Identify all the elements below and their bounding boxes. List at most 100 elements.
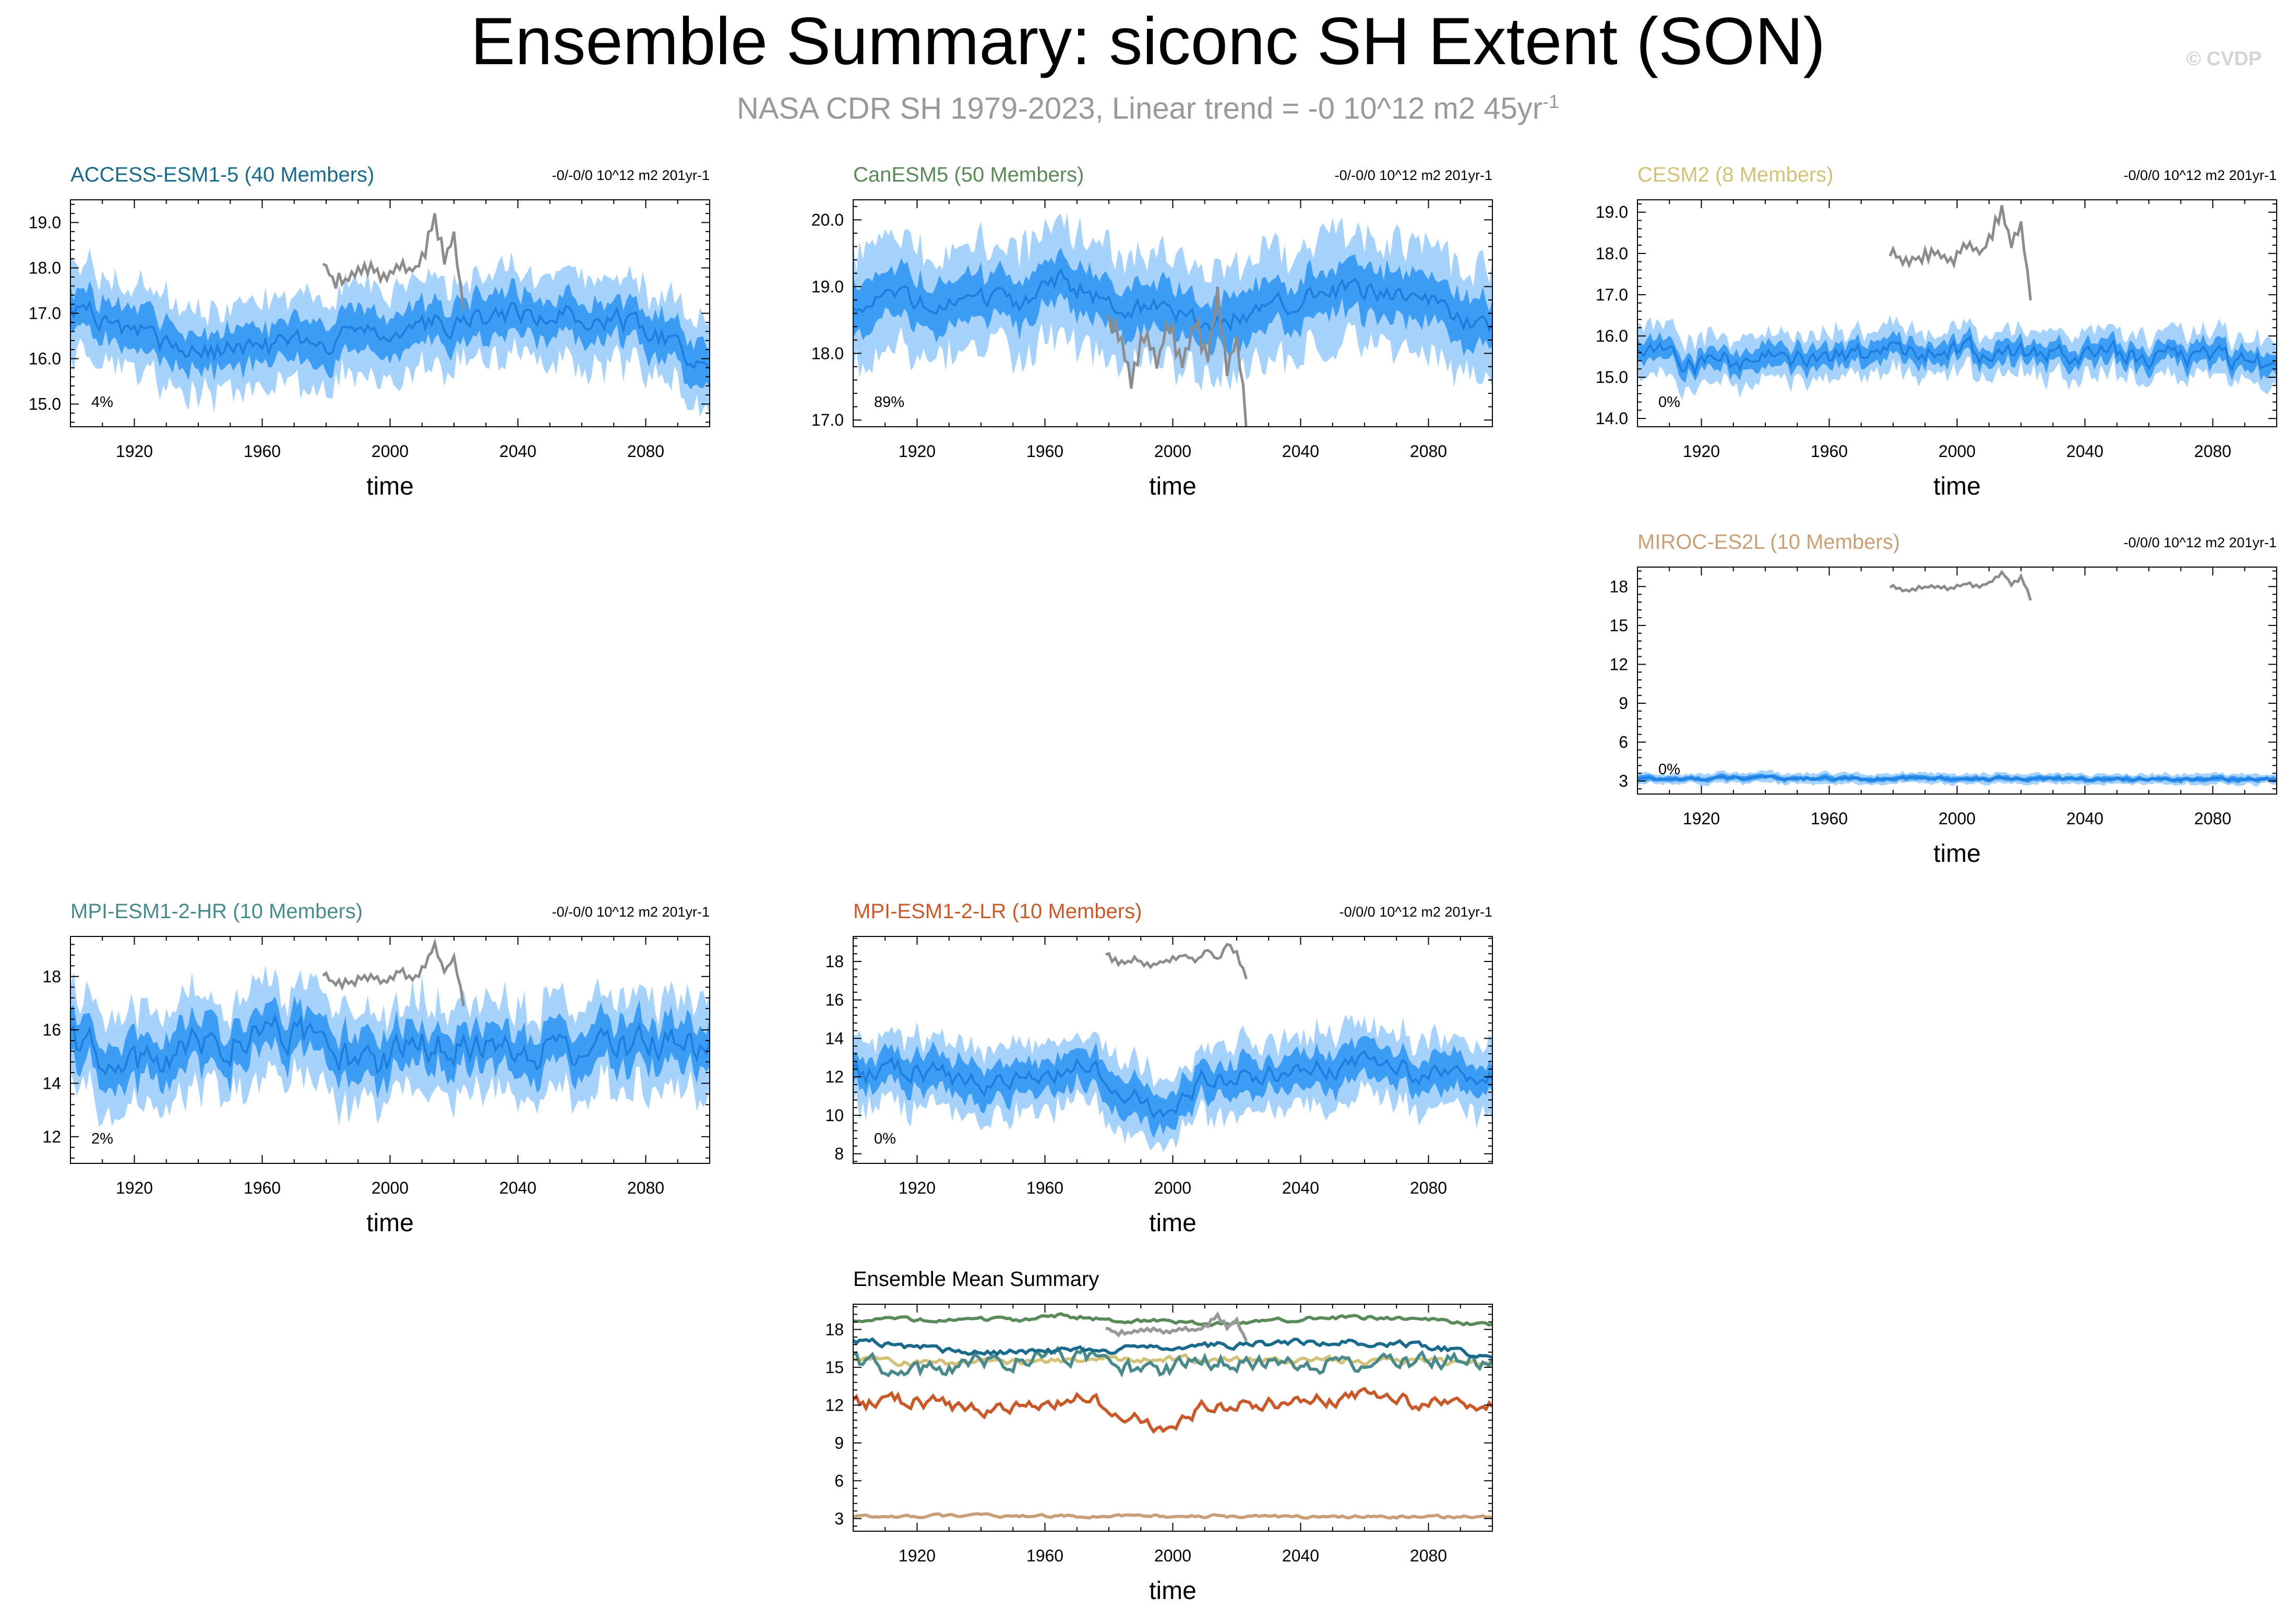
x-tick-label: 2000 <box>372 442 409 461</box>
y-tick-label: 18.0 <box>29 259 61 278</box>
panel-title: Ensemble Mean Summary <box>853 1268 1099 1291</box>
ensemble-iqr-band <box>1637 326 2277 383</box>
panel-miroc: 1920 1960 2000 2040 2080 3 6 9 12 15 18 time MIROC-E… <box>1609 531 2277 868</box>
x-tick-label: 2040 <box>499 442 536 461</box>
x-tick-label: 2000 <box>1939 442 1976 461</box>
percent-label: 89% <box>874 394 904 411</box>
y-tick-label: 15 <box>825 1358 844 1377</box>
observations-line <box>1105 943 1248 980</box>
y-tick-label: 9 <box>1619 694 1628 713</box>
y-tick-label: 9 <box>834 1434 844 1452</box>
ensemble-mean-line <box>70 299 710 370</box>
x-tick-label: 1960 <box>1026 442 1063 461</box>
panel-mpilr: 1920 1960 2000 2040 2080 8 10 12 14 16 18 time MPI-E… <box>825 900 1493 1237</box>
ensemble-mean-line <box>1637 335 2277 377</box>
y-tick-label: 12 <box>825 1396 844 1414</box>
ensemble-iqr-band <box>853 247 1492 359</box>
trend-label: -0/0/0 10^12 m2 201yr-1 <box>2124 167 2277 183</box>
x-tick-label: 1960 <box>244 1179 281 1197</box>
ensemble-iqr-band <box>70 278 710 390</box>
y-tick-label: 8 <box>834 1145 844 1163</box>
y-tick-label: 15.0 <box>1596 368 1628 387</box>
trend-label: -0/0/0 10^12 m2 201yr-1 <box>1340 904 1492 920</box>
y-tick-label: 6 <box>1619 733 1628 752</box>
y-tick-label: 12 <box>825 1067 844 1086</box>
x-axis-title: time <box>366 473 414 500</box>
summary-line-observations <box>1105 1311 1248 1342</box>
panel-summary: 1920 1960 2000 2040 2080 3 6 9 12 15 18 time Ensembl… <box>825 1268 1493 1605</box>
observations-line <box>322 213 465 310</box>
panel-title: MIROC-ES2L (10 Members) <box>1637 531 1900 554</box>
x-tick-label: 2080 <box>2194 442 2231 461</box>
y-tick-label: 18 <box>825 1320 844 1339</box>
x-tick-label: 2080 <box>627 442 664 461</box>
summary-line-mpilr <box>853 1387 1492 1434</box>
x-tick-label: 1920 <box>1683 809 1720 828</box>
y-tick-label: 16.0 <box>29 350 61 368</box>
x-tick-label: 2040 <box>2066 809 2103 828</box>
figure-title: Ensemble Summary: siconc SH Extent (SON) <box>470 4 1826 79</box>
y-tick-label: 18 <box>42 967 61 986</box>
x-tick-label: 1960 <box>1026 1546 1063 1565</box>
x-tick-label: 1920 <box>116 1179 153 1197</box>
trend-label: -0/-0/0 10^12 m2 201yr-1 <box>552 904 710 920</box>
x-tick-label: 1920 <box>899 442 936 461</box>
x-axis-title: time <box>366 1209 414 1237</box>
y-tick-label: 12 <box>1609 655 1628 674</box>
observations-line <box>1889 570 2032 601</box>
panel-canesm: 1920 1960 2000 2040 2080 17.0 18.0 19.0 20.0 time… <box>811 163 1493 500</box>
y-tick-label: 19.0 <box>29 213 61 232</box>
x-axis-title: time <box>1149 1577 1197 1605</box>
y-tick-label: 16.0 <box>1596 327 1628 345</box>
subtitle-text: NASA CDR SH 1979-2023, Linear trend = -0… <box>736 91 1543 126</box>
x-tick-label: 2040 <box>1282 1546 1319 1565</box>
watermark: © CVDP <box>2186 48 2262 70</box>
x-tick-label: 1920 <box>899 1179 936 1197</box>
x-axis-title: time <box>1149 473 1197 500</box>
subtitle-superscript: -1 <box>1542 91 1560 112</box>
y-tick-label: 18.0 <box>811 344 844 363</box>
y-tick-label: 16 <box>42 1020 61 1039</box>
plot-area <box>853 943 1492 1152</box>
observations-line <box>322 937 465 1007</box>
panel-cesm: 1920 1960 2000 2040 2080 14.0 15.0 16.0 17.0 18.0… <box>1596 163 2277 500</box>
ensemble-range-band <box>853 1015 1492 1152</box>
panel-title: CESM2 (8 Members) <box>1637 163 1834 186</box>
ensemble-iqr-band <box>853 1036 1492 1138</box>
y-tick-label: 18 <box>825 952 844 971</box>
y-tick-label: 15.0 <box>29 395 61 414</box>
y-tick-label: 14.0 <box>1596 409 1628 428</box>
x-tick-label: 1960 <box>1811 442 1848 461</box>
y-tick-label: 10 <box>825 1106 844 1125</box>
summary-line-access <box>853 1337 1492 1359</box>
ensemble-mean-line <box>1637 775 2277 782</box>
percent-label: 0% <box>1658 394 1680 411</box>
y-tick-label: 14 <box>42 1074 61 1092</box>
y-tick-label: 17.0 <box>1596 285 1628 304</box>
panel-title: MPI-ESM1-2-HR (10 Members) <box>70 900 363 923</box>
x-tick-label: 2080 <box>1410 442 1447 461</box>
x-tick-label: 2080 <box>1410 1179 1447 1197</box>
x-axis-title: time <box>1149 1209 1197 1237</box>
summary-line-canesm <box>853 1312 1492 1328</box>
ensemble-mean-line <box>853 268 1492 336</box>
y-tick-label: 17.0 <box>811 411 844 429</box>
trend-label: -0/-0/0 10^12 m2 201yr-1 <box>1335 167 1492 183</box>
x-tick-label: 1920 <box>116 442 153 461</box>
panel-title: MPI-ESM1-2-LR (10 Members) <box>853 900 1142 923</box>
plot-area <box>70 937 710 1127</box>
y-tick-label: 12 <box>42 1127 61 1146</box>
y-tick-label: 19.0 <box>1596 203 1628 222</box>
plot-frame <box>1637 199 2277 427</box>
y-tick-label: 20.0 <box>811 210 844 229</box>
plot-area <box>70 213 710 417</box>
observations-line <box>1105 286 1248 427</box>
x-tick-label: 2000 <box>1154 442 1191 461</box>
percent-label: 0% <box>1658 761 1680 778</box>
plot-area <box>1637 570 2277 787</box>
plot-frame <box>853 1304 1493 1532</box>
observations-line <box>1888 205 2032 300</box>
ensemble-mean-line <box>853 1050 1492 1120</box>
panel-title: CanESM5 (50 Members) <box>853 163 1084 186</box>
